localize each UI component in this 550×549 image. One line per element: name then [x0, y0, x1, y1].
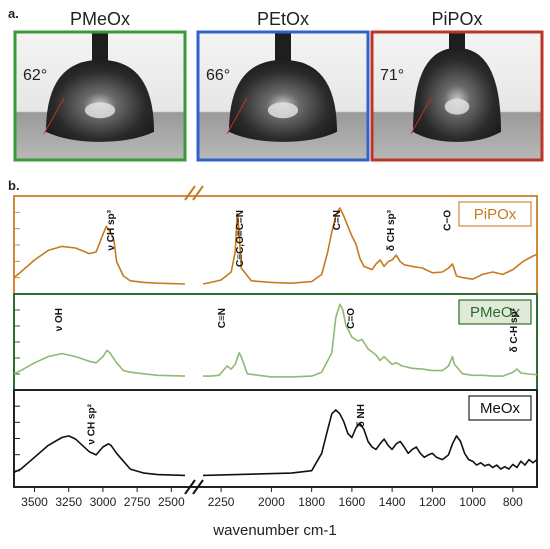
peak-annotation: C=O — [346, 308, 357, 329]
peak-annotation: ν CH sp² — [87, 403, 98, 444]
droplet — [413, 47, 501, 142]
series-line-meox-right — [202, 409, 538, 477]
peak-annotation: C=N — [332, 210, 343, 230]
peak-annotation: δ CH sp³ — [386, 209, 397, 251]
droplet — [229, 59, 337, 142]
series-line-pmeox-left — [13, 349, 186, 377]
contact-angle-label: 62° — [23, 67, 47, 84]
droplet — [46, 59, 154, 142]
legend-pmeox: PMeOx — [458, 299, 532, 325]
legend-box — [458, 299, 532, 325]
break-mark — [192, 479, 204, 495]
spectrum-panel-meox: MeOx ν CH sp² δ NH — [13, 389, 538, 488]
panel-b-label: b. — [8, 178, 20, 193]
peak-annotation: C≡N — [217, 308, 228, 328]
axis-break — [184, 185, 204, 495]
x-axis: 3500 3250 3000 2750 2500 2250 2000 1800 1600 1400… — [21, 487, 523, 509]
x-tick-label: 1000 — [459, 495, 486, 509]
tangent-line — [410, 97, 432, 135]
droplet-title: PEtOx — [257, 9, 309, 29]
droplet-frame — [13, 30, 187, 162]
x-tick-label: 2500 — [158, 495, 185, 509]
contact-angle-label: 66° — [206, 67, 230, 84]
legend-meox: MeOx — [468, 395, 532, 421]
droplet-panel-petox: PEtOx 66° — [196, 9, 370, 162]
x-tick-label: 1200 — [419, 495, 446, 509]
contact-angle-label: 71° — [380, 67, 404, 84]
peak-annotation: ν OH — [54, 308, 65, 331]
tangent-line — [226, 97, 248, 135]
legend-box — [458, 201, 532, 227]
series-line-pipox-left — [13, 225, 186, 285]
legend-pipox: PiPOx — [458, 201, 532, 227]
droplet-panels: PMeOx 62° PEtOx 66° PiPOx 71° — [13, 9, 544, 162]
x-axis-label: wavenumber cm-1 — [212, 522, 336, 539]
tangent-line — [43, 97, 65, 135]
series-line-pmeox-right — [203, 303, 537, 378]
panel-a-label: a. — [8, 6, 19, 21]
droplet-panel-pmeox: PMeOx 62° — [13, 9, 187, 162]
droplet-panel-pipox: PiPOx 71° — [370, 9, 544, 162]
droplet-frame — [196, 30, 370, 162]
droplet-highlight — [84, 102, 116, 119]
peak-annotation: ν CH sp³ — [106, 209, 117, 250]
peak-annotation: δ C-H sp² — [509, 307, 520, 352]
legend-label: PMeOx — [470, 304, 521, 321]
legend-label: PiPOx — [474, 206, 517, 223]
spectrum-panel-pipox: PiPOx ν CH sp³ C≡C,O=C=N C=N δ CH sp³ C−O — [13, 195, 538, 295]
legend-box — [468, 395, 532, 421]
spectrum-panel-pmeox: PMeOx ν OH C≡N C=O δ C-H sp² — [13, 293, 538, 391]
x-tick-label: 1400 — [379, 495, 406, 509]
x-tick-label: 800 — [503, 495, 523, 509]
x-tick-label: 3250 — [55, 495, 82, 509]
series-line-meox-left — [13, 435, 186, 477]
x-tick-label: 1800 — [298, 495, 325, 509]
spectrum-frame — [13, 389, 538, 488]
x-tick-label: 2250 — [208, 495, 235, 509]
peak-annotation: C−O — [443, 210, 454, 231]
series-line-pipox-right — [202, 207, 538, 285]
droplet-title: PMeOx — [70, 9, 130, 29]
droplet-highlight — [267, 102, 299, 119]
ftir-chart: PiPOx ν CH sp³ C≡C,O=C=N C=N δ CH sp³ C−O PMeO… — [13, 185, 538, 509]
peak-annotation: δ NH — [356, 404, 367, 427]
break-mark — [184, 185, 196, 201]
legend-label: MeOx — [480, 400, 521, 417]
droplet-title: PiPOx — [431, 9, 482, 29]
x-tick-label: 2000 — [258, 495, 285, 509]
droplet-frame — [370, 30, 544, 162]
peak-annotation: C≡C,O=C=N — [235, 210, 246, 267]
x-tick-label: 2750 — [124, 495, 151, 509]
break-mark — [192, 185, 204, 201]
droplet-highlight — [444, 98, 470, 115]
break-mark — [184, 479, 196, 495]
x-tick-label: 3000 — [90, 495, 117, 509]
x-tick-label: 3500 — [21, 495, 48, 509]
x-tick-label: 1600 — [339, 495, 366, 509]
